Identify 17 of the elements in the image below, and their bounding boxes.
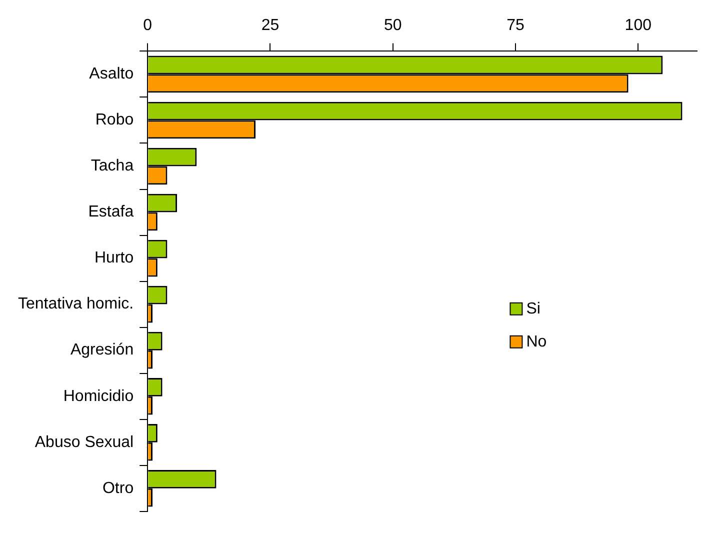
y-tick-label: Hurto bbox=[94, 250, 134, 267]
y-tick-label: Otro bbox=[102, 480, 134, 497]
y-tick-label: Robo bbox=[95, 112, 134, 129]
x-tick-label: 25 bbox=[261, 17, 280, 34]
y-tick-label: Homicidio bbox=[63, 388, 134, 405]
x-tick-label: 0 bbox=[143, 17, 152, 34]
y-tick-label: Tentativa homic. bbox=[18, 296, 134, 313]
y-tick-label: Abuso Sexual bbox=[34, 434, 134, 451]
y-tick-label: Agresión bbox=[70, 342, 134, 359]
legend-label: No bbox=[526, 333, 547, 350]
y-tick-label: Estafa bbox=[88, 204, 134, 221]
x-tick-label: 75 bbox=[506, 17, 525, 34]
y-tick-label: Asalto bbox=[89, 66, 134, 83]
y-tick-label: Tacha bbox=[90, 158, 134, 175]
x-tick-label: 100 bbox=[624, 17, 652, 34]
x-tick-label: 50 bbox=[384, 17, 402, 34]
legend-label: Si bbox=[526, 300, 540, 318]
